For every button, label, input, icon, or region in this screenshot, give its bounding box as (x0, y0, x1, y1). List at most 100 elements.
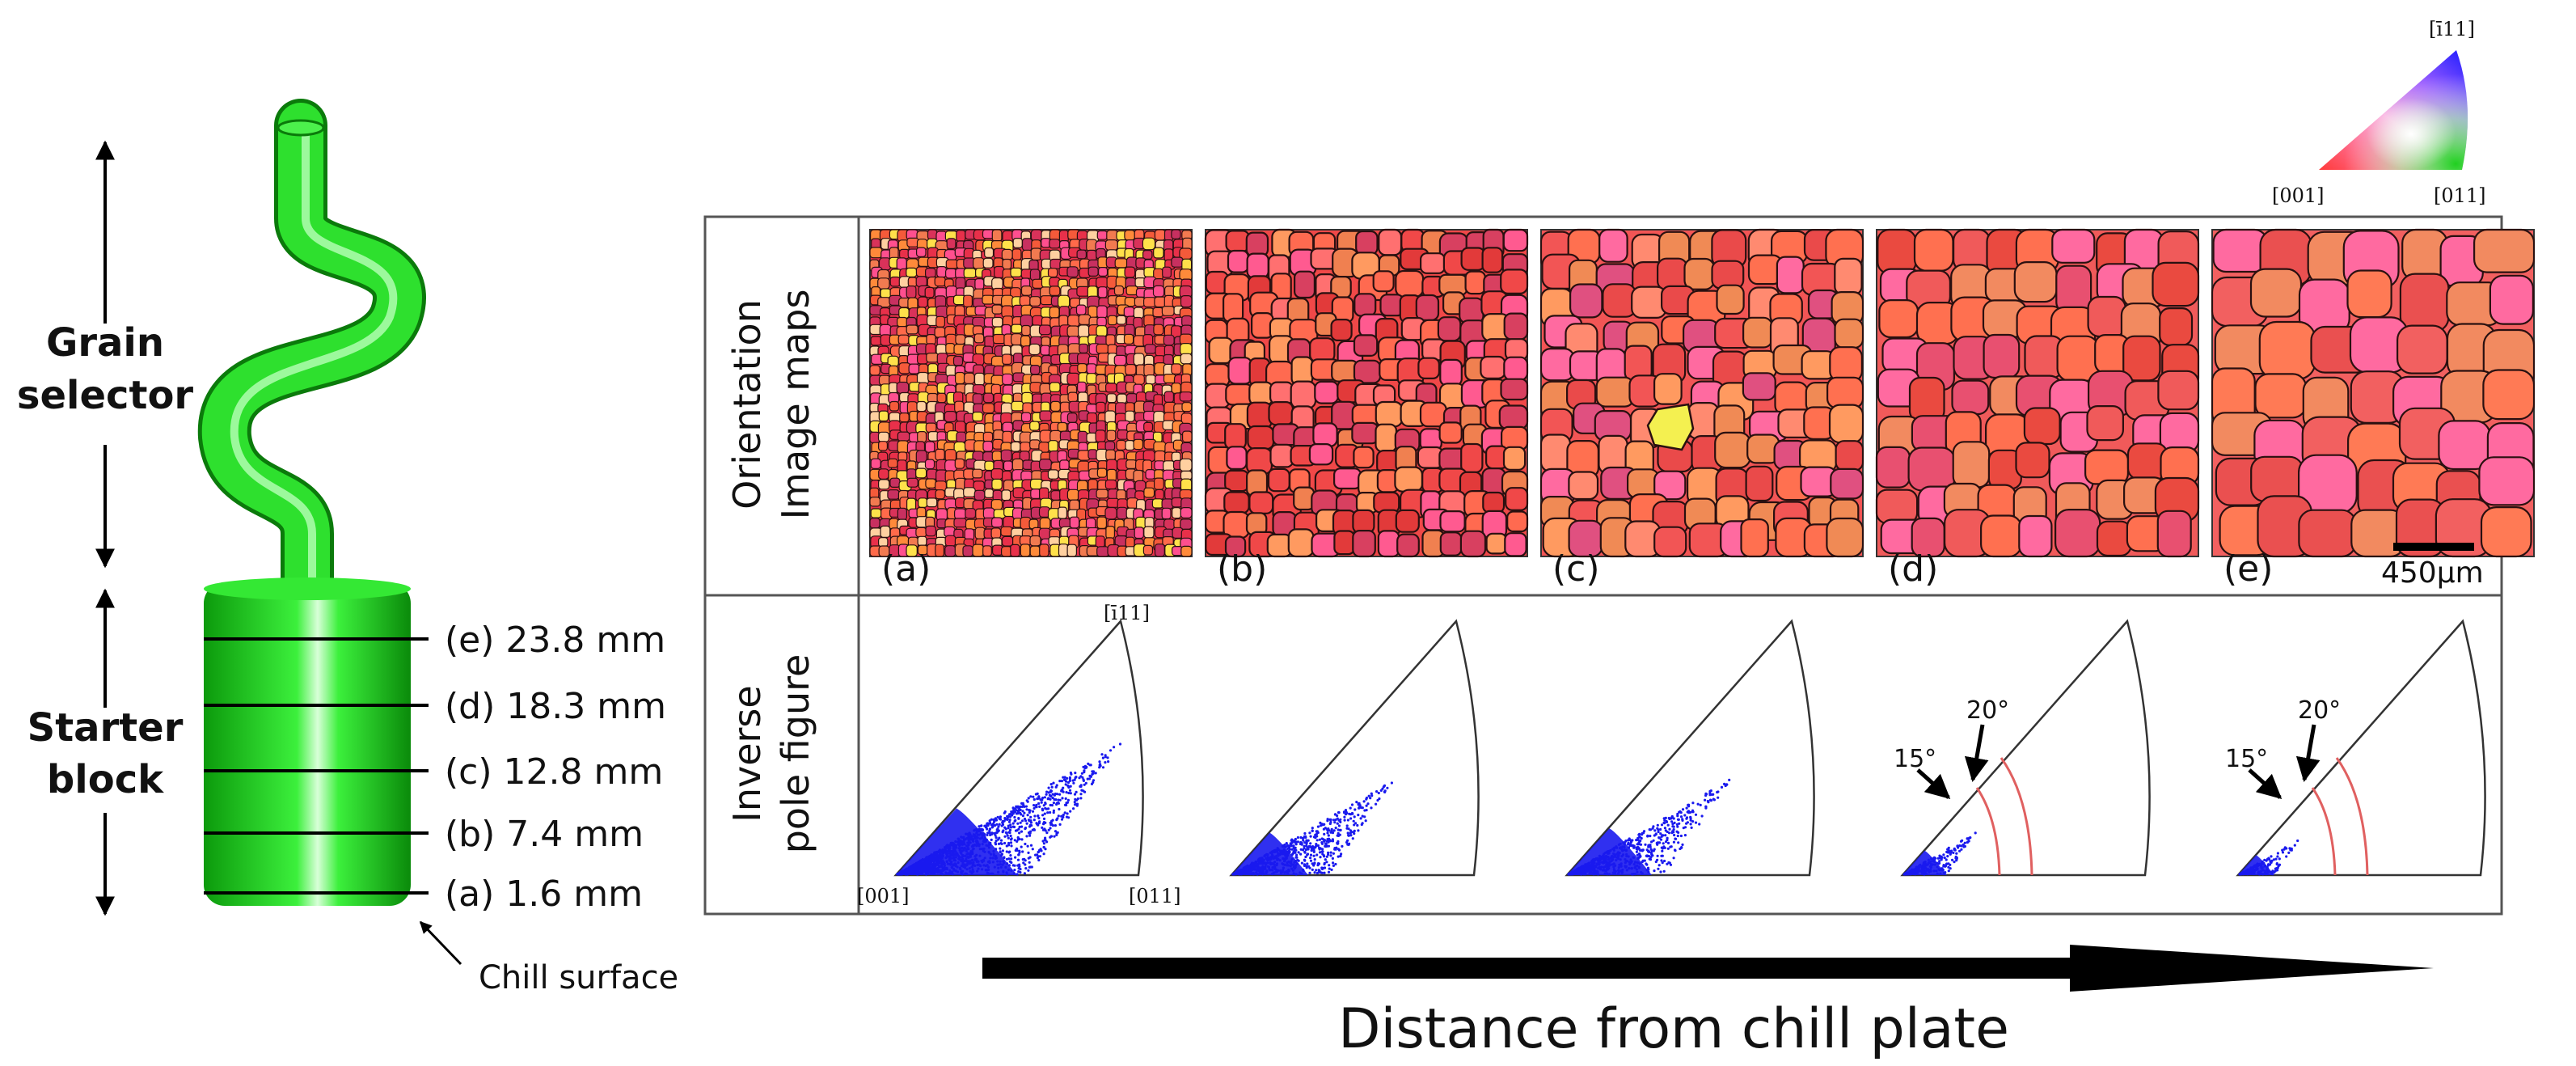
ipf-point (1094, 772, 1097, 775)
grain (1152, 307, 1164, 318)
grain (1077, 430, 1088, 444)
grain (1020, 335, 1031, 347)
ipf-point (1360, 806, 1363, 810)
grain (1439, 531, 1463, 556)
ipf-point (1306, 853, 1309, 857)
grain (917, 430, 927, 443)
ipf-point (1049, 789, 1053, 793)
ipf-point (1666, 838, 1669, 842)
grain (1653, 470, 1687, 501)
grain (924, 441, 935, 453)
grain (1180, 518, 1193, 530)
grain (991, 229, 1003, 243)
ipf-point (1349, 817, 1353, 820)
grain (1353, 446, 1375, 469)
grain (1439, 510, 1466, 533)
grain (1057, 421, 1068, 432)
grain (1460, 442, 1484, 474)
ipf-point (995, 823, 999, 826)
grain (962, 545, 973, 557)
ipf-point (1075, 776, 1078, 779)
ipf-point (1304, 855, 1307, 859)
ipf-point (1629, 844, 1632, 847)
grain (1222, 293, 1244, 323)
ipf-point (1003, 835, 1007, 838)
ipf-point (1347, 843, 1350, 846)
ipf-point (1311, 868, 1314, 871)
ipf-point (1328, 864, 1331, 867)
ipf-point (1654, 833, 1658, 836)
grain (984, 247, 995, 258)
ipf-point (1019, 868, 1022, 871)
ipf-point (1316, 825, 1320, 828)
ipf-point (1336, 822, 1339, 825)
ipf-point (1009, 838, 1013, 841)
ipf-point (997, 829, 1000, 832)
ipf-point (1000, 842, 1003, 845)
ipf-point (1332, 819, 1336, 822)
ipf-point (1947, 865, 1950, 869)
ipf-point (1664, 834, 1667, 837)
ipf-point (1318, 851, 1322, 854)
ipf-point (1317, 869, 1320, 872)
ipf-point (1309, 842, 1312, 845)
ipf-point (1049, 822, 1054, 826)
ipf-point (1643, 859, 1646, 862)
ipf-point (1313, 862, 1316, 865)
ipf-point (1106, 756, 1109, 759)
ipf-point (1323, 871, 1326, 874)
grain (1266, 533, 1293, 558)
ipf-point (1342, 810, 1346, 814)
grain (926, 334, 936, 345)
grain (992, 333, 1006, 345)
grain (935, 544, 945, 557)
grain (1395, 509, 1420, 533)
ipf-point (1320, 842, 1324, 845)
grain (2258, 320, 2316, 380)
ipf-point (1287, 847, 1290, 850)
grain (1116, 506, 1128, 520)
grain (1180, 545, 1193, 557)
grain (1502, 446, 1527, 471)
ipf-point (1627, 841, 1630, 844)
grain (1227, 249, 1249, 273)
ipf-point (1326, 819, 1329, 823)
grain (1104, 383, 1117, 393)
ipf-point (1314, 833, 1317, 836)
grain (1248, 381, 1274, 406)
grain (1163, 391, 1175, 404)
ipf-point (1058, 793, 1062, 796)
grain (1125, 439, 1135, 451)
ipf-point (1060, 780, 1063, 783)
grain (2087, 295, 2126, 338)
ipf-point (1075, 798, 1079, 802)
ipf-point (1659, 832, 1662, 835)
grain (1075, 304, 1087, 315)
ipf-point (1062, 813, 1065, 817)
grain (1742, 316, 1774, 349)
ipf-point (1045, 831, 1049, 835)
ipf-point (1629, 840, 1632, 844)
ipf-point (1678, 822, 1681, 825)
grain (2254, 373, 2308, 419)
panel-border (703, 215, 2503, 916)
grain (878, 468, 889, 480)
grain (954, 400, 965, 413)
grain (1653, 526, 1687, 558)
ipf-point (1045, 840, 1049, 844)
grain (1829, 346, 1864, 383)
ipf-point (1064, 797, 1067, 801)
ipf-point (996, 815, 999, 819)
grain (924, 286, 935, 298)
ipf-point (1043, 796, 1046, 799)
grain (1269, 443, 1294, 468)
grain (1010, 544, 1020, 557)
grain (906, 267, 918, 277)
ipf-point (1021, 819, 1024, 823)
ipf-point (1332, 829, 1336, 832)
grain (1481, 247, 1504, 273)
ipf-point (1034, 805, 1037, 808)
ipf-point (1339, 818, 1342, 821)
ipf-point (1029, 819, 1033, 823)
ipf-point (1063, 803, 1067, 806)
